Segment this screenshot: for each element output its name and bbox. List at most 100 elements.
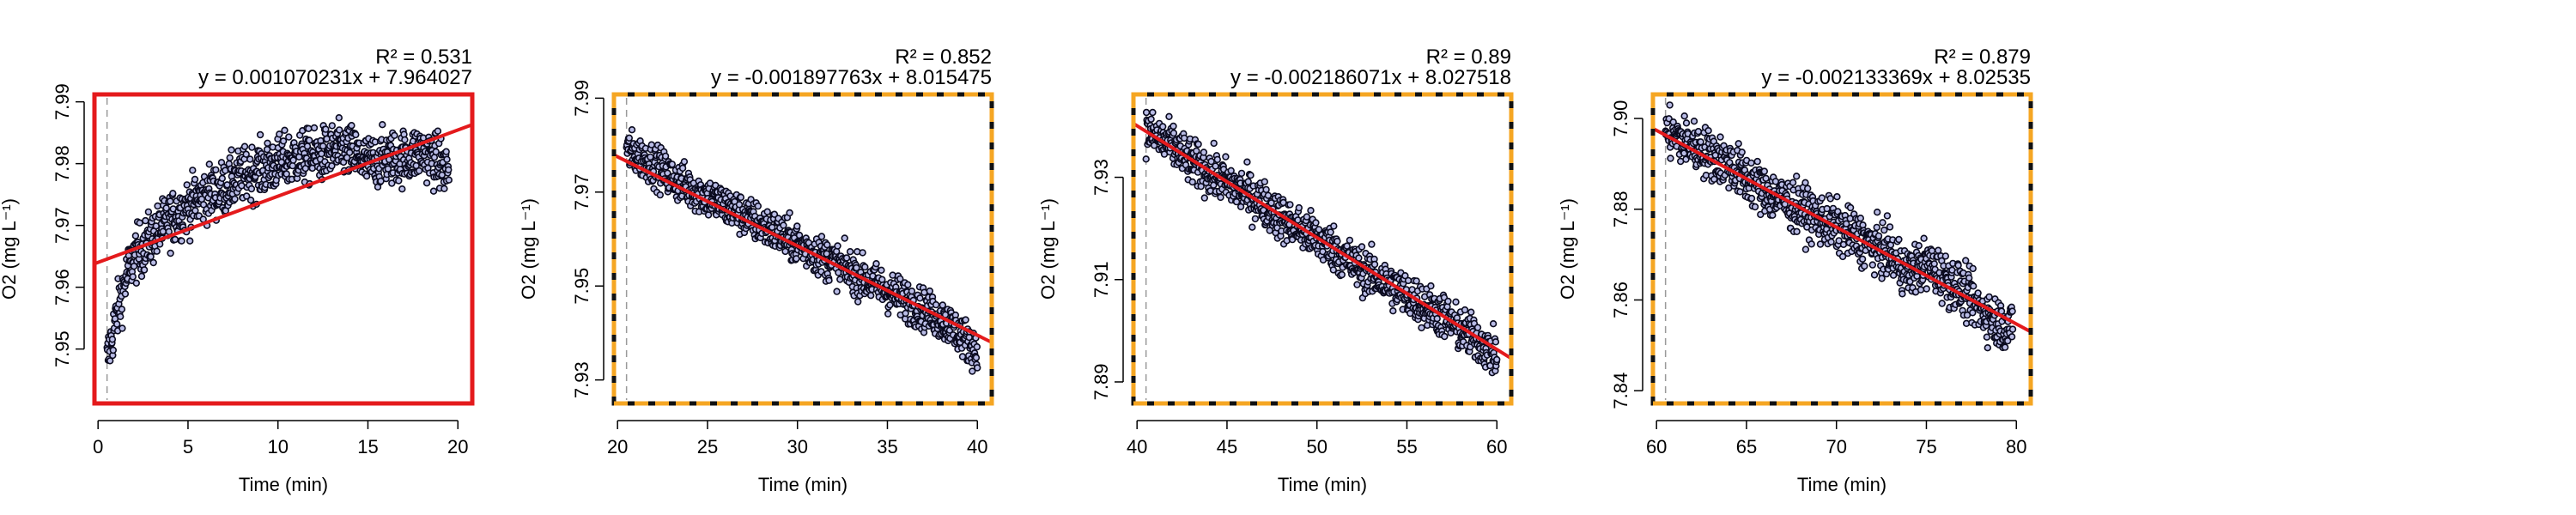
data-point [1915,242,1923,250]
data-point [668,161,676,168]
data-points [1142,108,1501,377]
data-point [1962,257,1970,264]
data-point [131,232,140,239]
data-point [440,185,448,193]
x-tick-label: 10 [267,436,288,457]
x-tick-label: 20 [447,436,468,457]
data-point [154,202,161,210]
data-point [1751,203,1759,211]
x-tick-label: 70 [1826,436,1846,457]
panel-1: 0 5 10 15 20 Time (min) 7.95 7.96 7.97 7.98 7.99 O2… [0,45,475,495]
y-tick-label: 7.88 [1610,191,1631,227]
data-point [1680,112,1688,120]
y-tick-label: 7.89 [1091,364,1112,401]
data-point [1142,155,1150,163]
data-point [1753,157,1761,166]
data-point [328,122,336,130]
y-tick-label: 7.86 [1610,282,1631,318]
data-point [2008,307,2016,315]
data-point [904,281,912,288]
regression-equation: y = -0.002133369x + 8.02535 [1761,66,2031,89]
data-point [1969,264,1977,273]
data-point [1974,289,1982,297]
x-axis-label: Time (min) [1797,474,1886,495]
data-point [1935,246,1942,254]
data-point [1801,179,1809,187]
data-point [2001,343,2009,351]
data-point [1346,236,1354,245]
data-point [1928,246,1936,255]
data-point [1716,133,1724,141]
data-point [388,179,396,187]
data-point [1846,203,1855,212]
data-point [1789,179,1797,186]
data-point [1327,228,1334,236]
data-point [908,288,916,295]
data-point [1427,282,1435,290]
data-point [841,234,848,242]
data-points [1662,101,2017,352]
data-point [1697,138,1704,146]
data-point [1262,185,1270,194]
data-point [1251,215,1260,223]
data-point [1467,308,1475,316]
x-tick-label: 5 [183,436,193,457]
data-point [248,143,256,151]
data-point [1886,223,1894,231]
data-point [445,166,453,174]
x-tick-label: 65 [1736,436,1757,457]
data-point [242,150,250,158]
data-point [1889,271,1898,279]
data-point [445,176,453,184]
data-point [336,126,343,134]
data-point [142,216,149,225]
data-point [1170,129,1178,137]
y-tick-label: 7.84 [1610,373,1631,409]
data-point [247,185,256,193]
data-point [1858,255,1867,263]
data-point [859,249,866,257]
data-point [1879,219,1886,227]
data-point [1452,298,1460,306]
data-point [842,254,851,262]
data-point [322,125,330,133]
data-point [1212,162,1219,170]
data-point [1833,193,1841,201]
x-tick-label: 0 [93,436,103,457]
data-point [442,148,450,155]
x-axis-label: Time (min) [758,474,848,495]
data-point [256,130,264,139]
panel-3: 40 45 50 55 60 Time (min) 7.89 7.91 7.93 O2 (mg L… [1037,45,1514,495]
data-point [1213,155,1222,164]
data-point [1883,212,1892,220]
data-point [205,161,214,168]
data-point [1413,277,1420,285]
data-point [108,336,117,343]
y-axis-label: O2 (mg L⁻¹) [0,198,20,300]
data-point [165,227,173,236]
data-point [335,114,343,122]
regression-line [613,153,993,344]
data-point [884,310,892,318]
data-point [1243,158,1251,166]
data-point [735,201,744,209]
data-point [1368,240,1376,248]
data-point [793,255,800,263]
y-tick-label: 7.93 [1091,159,1112,196]
data-point [793,222,801,230]
x-tick-label: 75 [1916,436,1936,457]
data-point [416,167,423,175]
data-point [318,149,325,158]
data-point [1217,193,1224,202]
data-point [223,181,231,189]
data-point [109,346,118,354]
y-tick-label: 7.93 [571,361,592,398]
data-point [162,204,170,212]
regression-line [1652,126,2032,334]
x-tick-label: 80 [2006,436,2026,457]
data-point [264,139,271,148]
x-tick-label: 35 [877,436,897,457]
data-point [398,185,406,193]
data-point [1965,274,1973,282]
